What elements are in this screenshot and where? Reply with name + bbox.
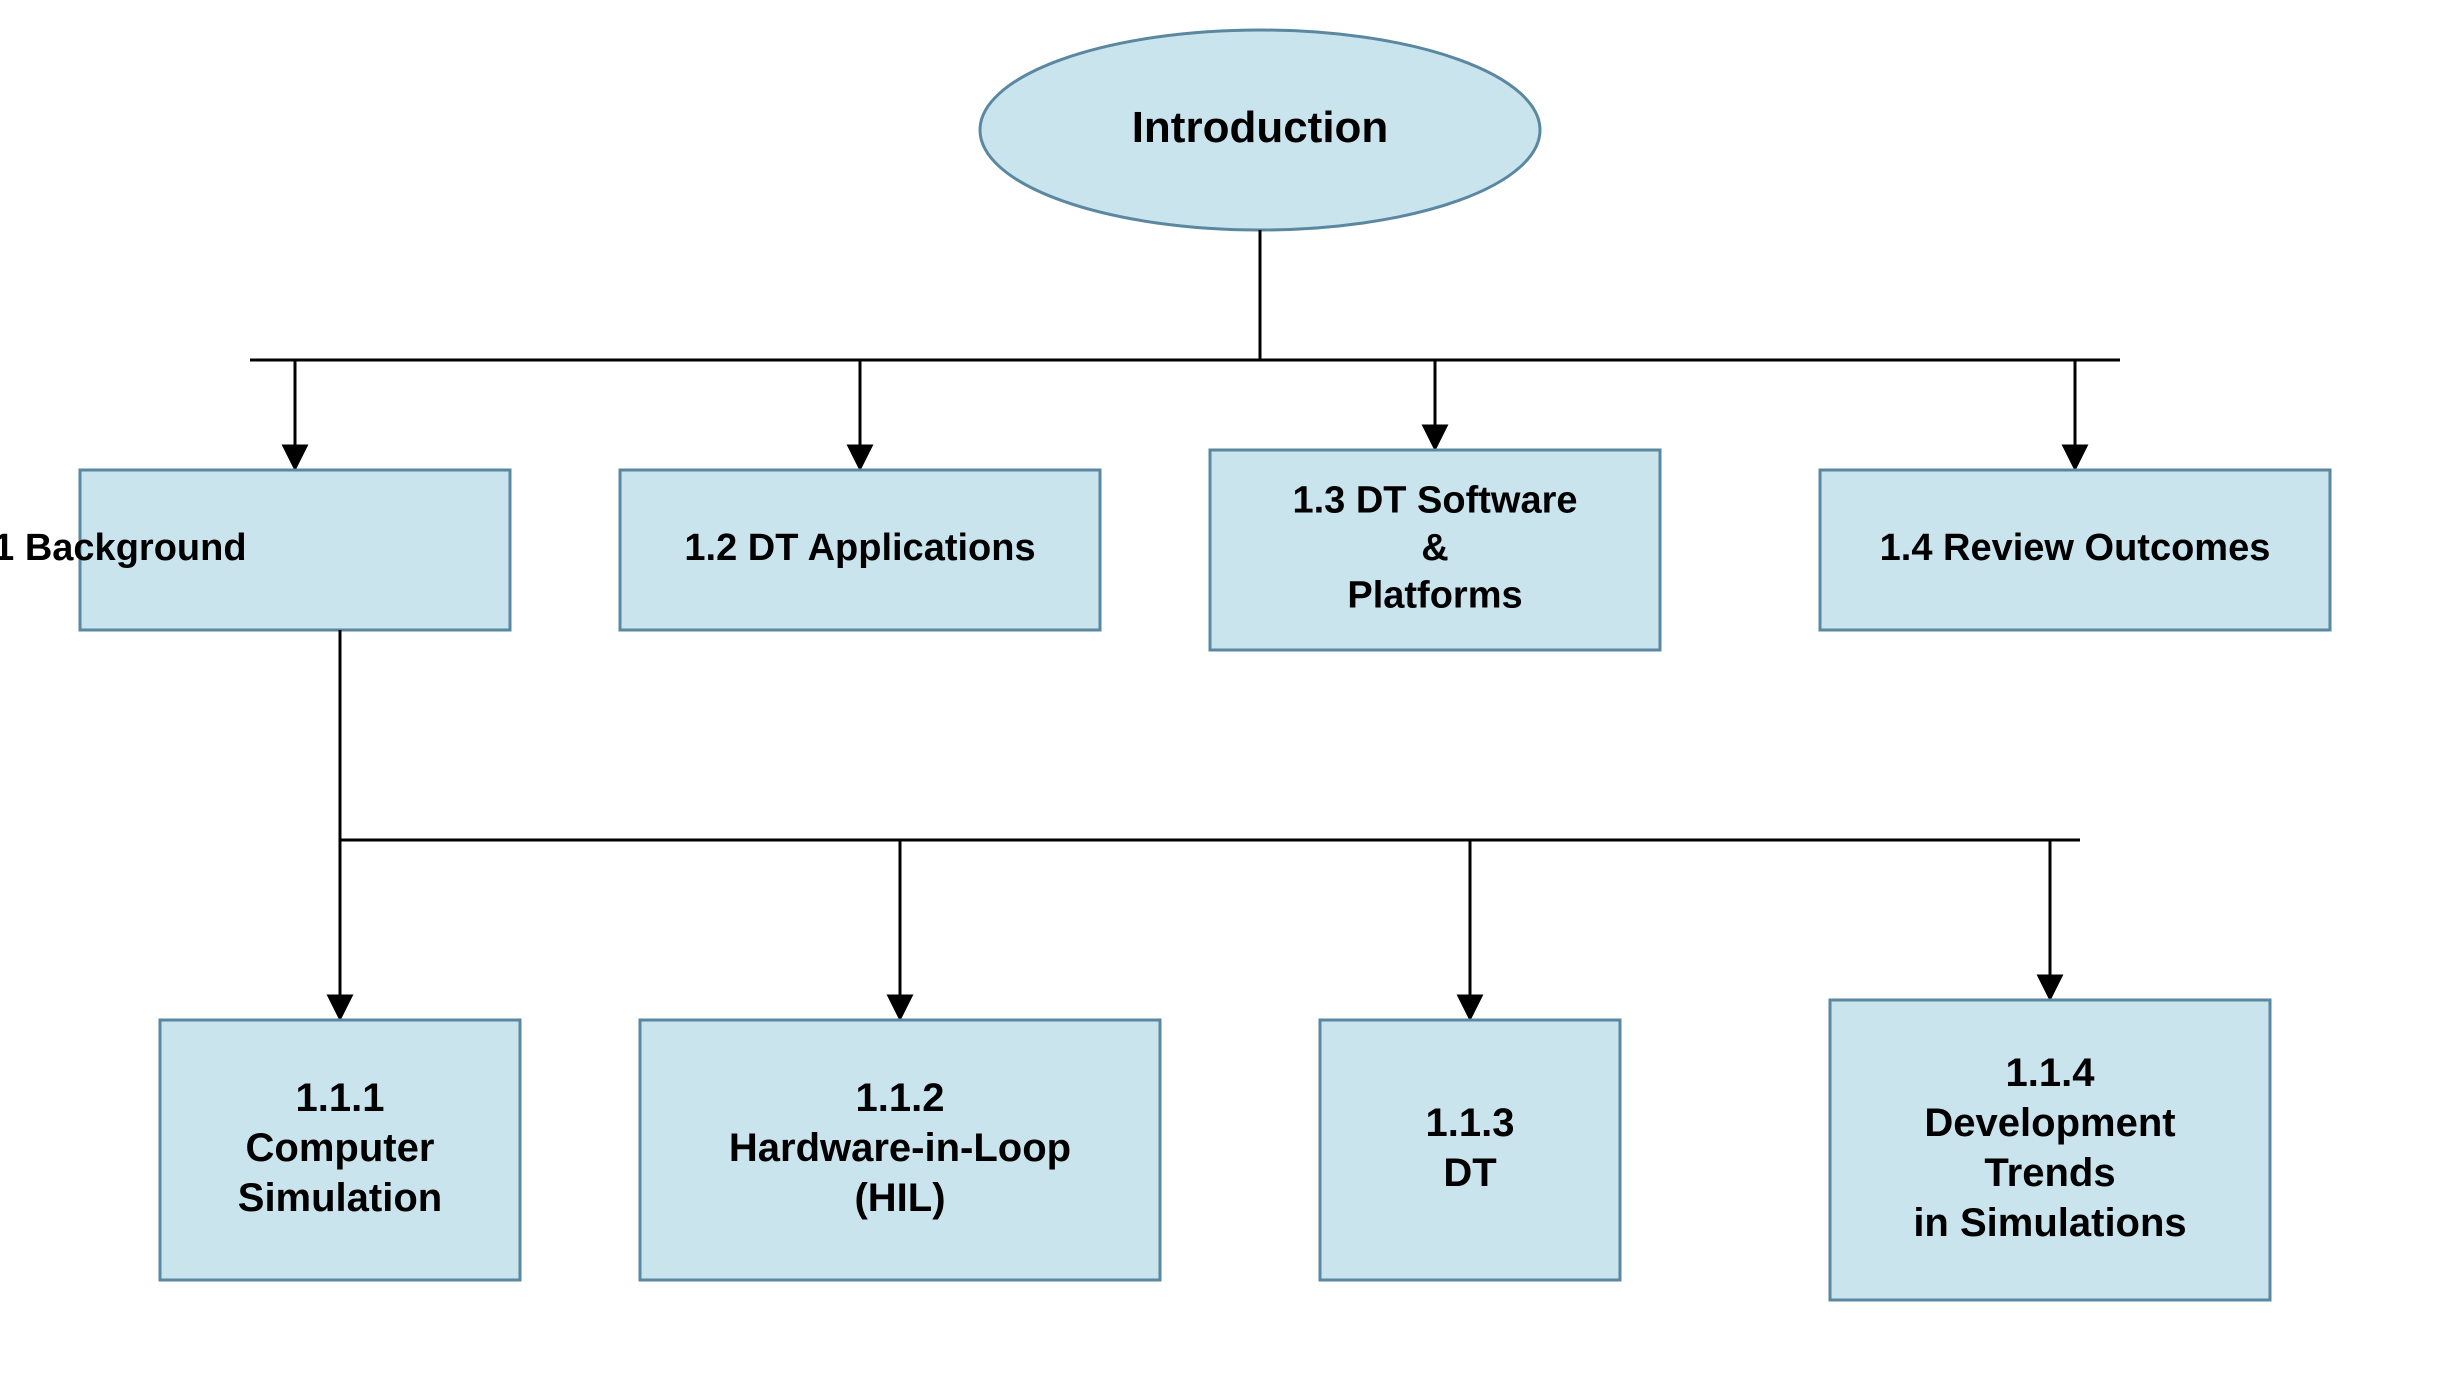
node-n11-label: 1.1 Background	[0, 527, 247, 569]
node-n12-label: 1.2 DT Applications	[684, 527, 1035, 569]
node-intro-label: Introduction	[1132, 103, 1389, 152]
node-n14-label: 1.4 Review Outcomes	[1880, 527, 2271, 569]
